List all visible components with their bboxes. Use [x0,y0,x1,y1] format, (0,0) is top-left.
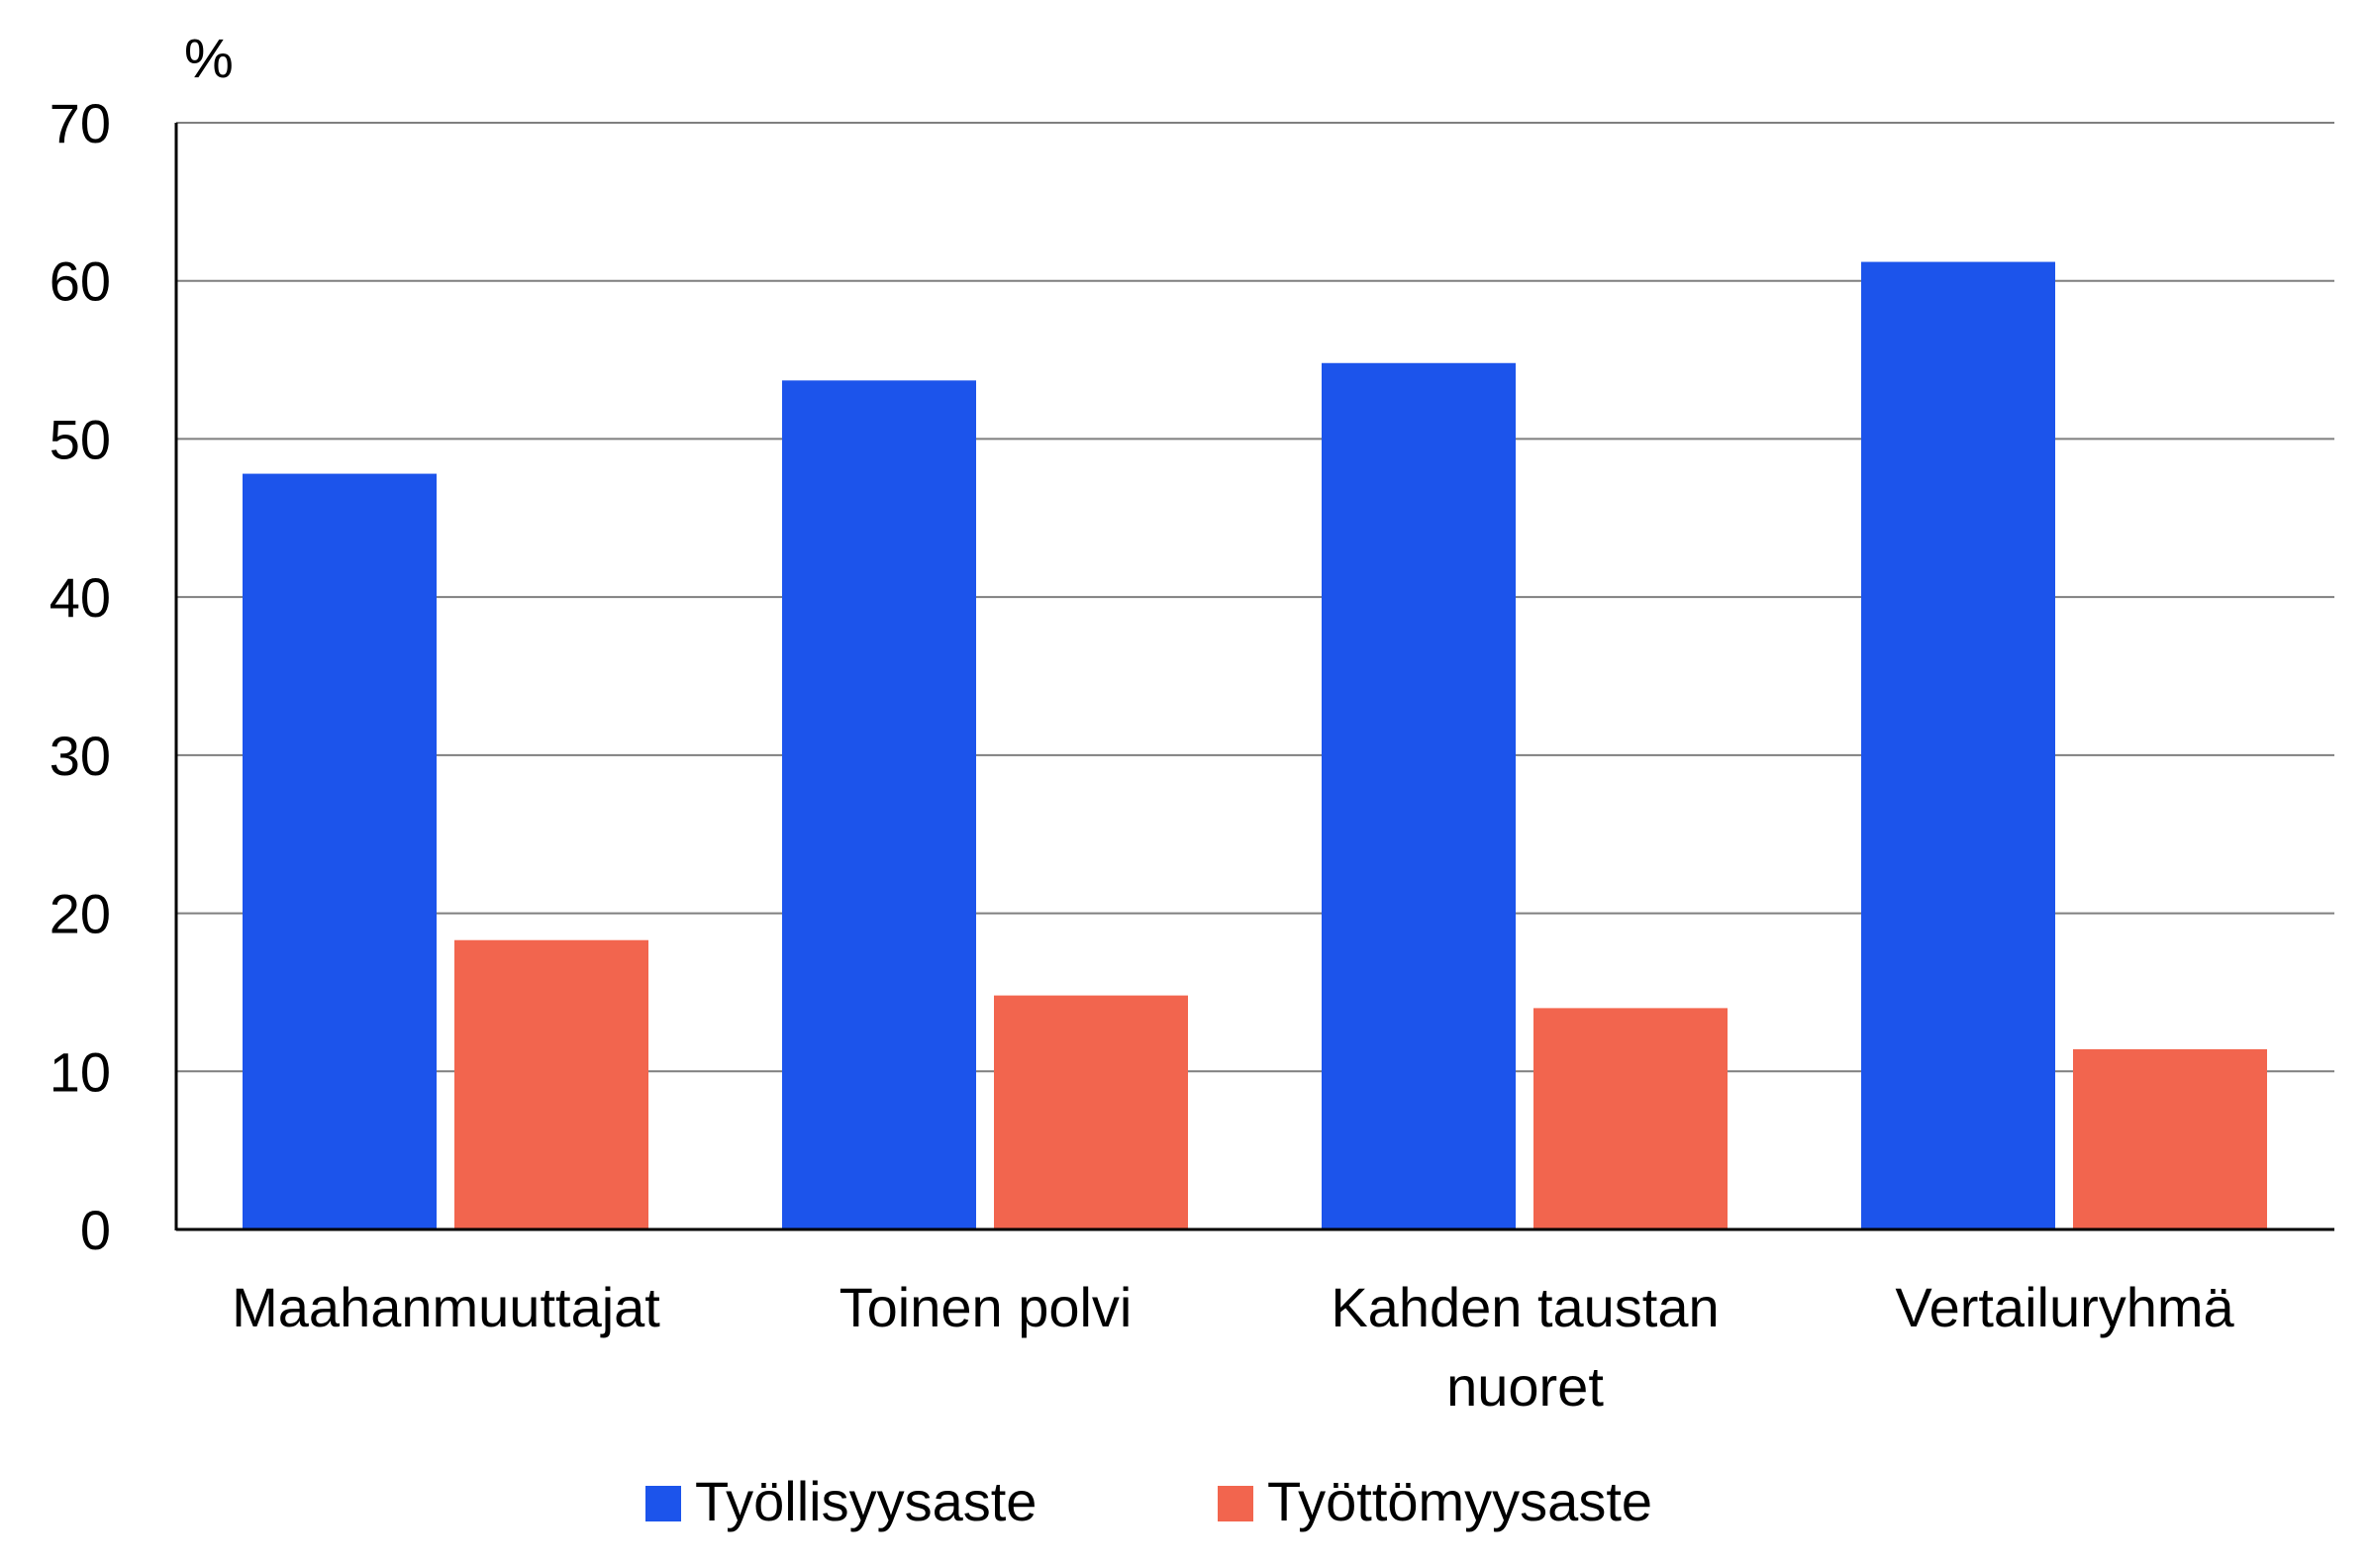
y-tick-label: 70 [49,92,111,154]
x-axis-category-labels: Maahanmuuttajat Toinen polvi Kahden tausta… [232,1276,2234,1418]
y-axis-tick-labels: 0 10 20 30 40 50 60 70 [49,92,111,1261]
bar-tyollisyysaste [1322,362,1516,1229]
bar-tyottomyysaste [2073,1048,2267,1229]
y-tick-label: 50 [49,408,111,470]
bars [243,261,2267,1230]
y-tick-label: 0 [80,1199,111,1261]
legend-swatch [1218,1486,1253,1521]
bar-tyottomyysaste [454,939,648,1229]
y-tick-label: 20 [49,883,111,945]
y-tick-label: 40 [49,566,111,629]
x-category-label-line: Maahanmuuttajat [232,1276,660,1338]
x-category-label-line: nuoret [1446,1355,1604,1418]
gridlines [176,122,2334,1073]
y-tick-label: 10 [49,1040,111,1103]
bar-tyottomyysaste [994,995,1188,1229]
x-category-label: Kahden taustan nuoret [1331,1276,1719,1418]
x-category-label: Maahanmuuttajat [232,1276,660,1338]
legend-label: Työllisyysaste [695,1470,1037,1532]
y-tick-label: 60 [49,250,111,313]
y-tick-label: 30 [49,725,111,787]
x-category-label-line: Toinen polvi [840,1276,1133,1338]
legend: Työllisyysaste Työttömyysaste [645,1470,1652,1532]
bar-tyollisyysaste [782,380,976,1229]
legend-swatch [645,1486,681,1521]
bar-tyollisyysaste [243,473,437,1230]
bar-tyollisyysaste [1861,261,2055,1229]
x-category-label-line: Vertailuryhmä [1895,1276,2234,1338]
legend-label: Työttömyysaste [1267,1470,1652,1532]
y-axis-unit-label: % [184,27,234,89]
x-category-label-line: Kahden taustan [1331,1276,1719,1338]
x-category-label: Toinen polvi [840,1276,1133,1338]
bar-tyottomyysaste [1533,1008,1728,1229]
x-category-label: Vertailuryhmä [1895,1276,2234,1338]
